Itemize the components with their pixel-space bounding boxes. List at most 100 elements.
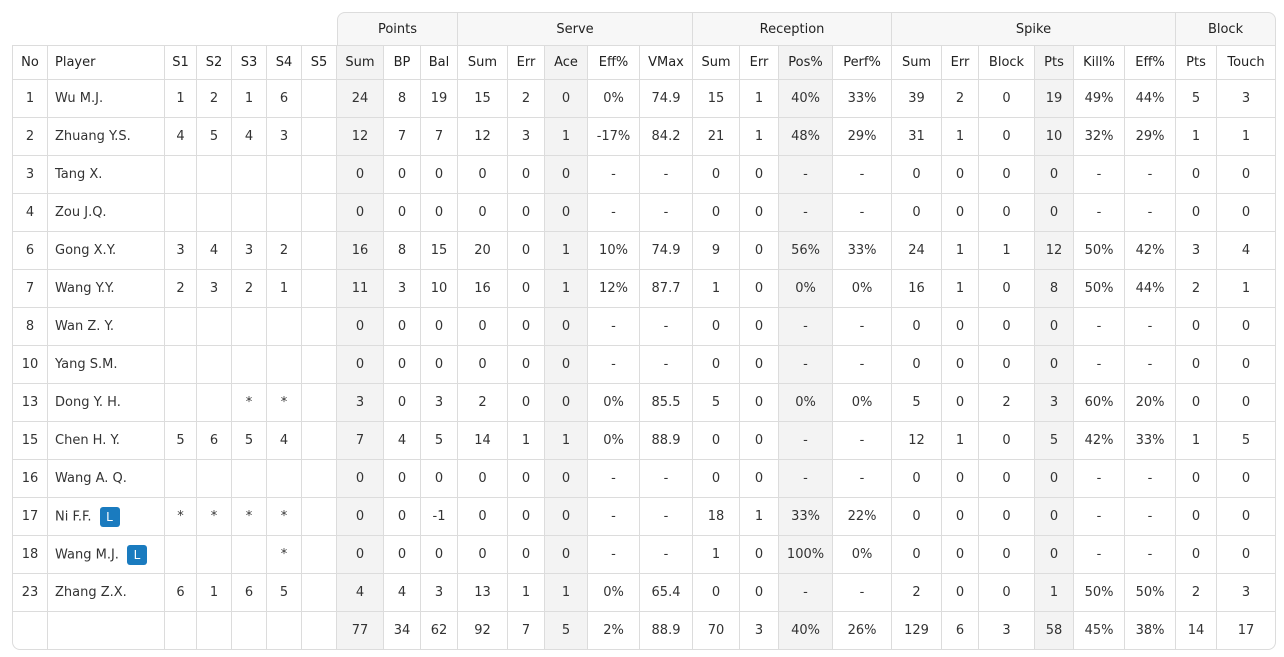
cell-value: 0 <box>754 433 764 448</box>
cell: 0 <box>384 498 421 536</box>
cell: 0 <box>979 156 1036 194</box>
cell-value: 31 <box>908 129 925 144</box>
cell <box>197 612 232 650</box>
player-name: Ni F.F. <box>55 509 92 524</box>
cell-value: 0 <box>561 91 571 106</box>
cell <box>232 156 267 194</box>
cell: 6 <box>267 80 302 118</box>
cell: 4 <box>1217 232 1277 270</box>
cell <box>302 346 337 384</box>
cell: 0 <box>740 232 780 270</box>
cell-value: 0 <box>1191 509 1201 524</box>
cell-value: 3 <box>279 129 289 144</box>
cell-value: - <box>663 319 669 334</box>
cell-value: 0 <box>955 585 965 600</box>
cell-value: 7 <box>397 129 407 144</box>
cell-value: 12 <box>474 129 491 144</box>
cell-value: 0 <box>955 395 965 410</box>
cell-value: * <box>280 395 288 410</box>
cell-value: 1 <box>754 509 764 524</box>
cell: 4 <box>384 574 421 612</box>
cell-value: 0 <box>397 205 407 220</box>
cell: 0 <box>1035 194 1075 232</box>
cell-value: 8 <box>1049 281 1059 296</box>
cell <box>267 156 302 194</box>
cell: -1 <box>421 498 458 536</box>
cell-value: 23 <box>21 585 39 600</box>
blank-header <box>302 12 337 46</box>
cell: 0 <box>458 536 508 574</box>
cell <box>232 460 267 498</box>
cell: 2 <box>267 232 302 270</box>
cell: 1 <box>165 80 197 118</box>
cell-value: 0 <box>955 319 965 334</box>
cell-value: 1 <box>244 91 254 106</box>
cell-value: 74.9 <box>651 91 681 106</box>
cell: 9 <box>693 232 741 270</box>
cell-value: * <box>280 547 288 562</box>
cell: 2 <box>1176 574 1218 612</box>
cell: Wang M.J. L <box>48 536 165 574</box>
cell: 6 <box>942 612 980 650</box>
cell-value: - <box>663 357 669 372</box>
cell <box>197 346 232 384</box>
cell: 0 <box>1217 498 1277 536</box>
cell-value: 0 <box>1241 167 1251 182</box>
cell: 3 <box>165 232 197 270</box>
cell-value: - <box>803 585 808 600</box>
cell: - <box>779 346 834 384</box>
cell-value: 2 <box>279 243 289 258</box>
cell-value: 5 <box>1191 91 1201 106</box>
cell: 19 <box>1035 80 1075 118</box>
cell: 20 <box>458 232 508 270</box>
cell-value: 50% <box>1084 243 1114 258</box>
cell: 22% <box>833 498 893 536</box>
cell: 0 <box>942 384 980 422</box>
column-header: Sum <box>337 46 384 80</box>
cell-value: 3 <box>1002 623 1011 638</box>
cell-value: 0 <box>521 205 531 220</box>
cell-value: 3 <box>25 167 35 182</box>
cell: 5 <box>421 422 458 460</box>
cell-value: - <box>663 547 669 562</box>
cell-value: 4 <box>209 243 219 258</box>
player-row: 8 Wan Z. Y. 0 0 0 0 0 0 - - 0 0 - - 0 0 0 0 - - 0 0 <box>12 308 1277 346</box>
cell-value: 0 <box>478 167 487 182</box>
cell-value: 0 <box>955 471 965 486</box>
cell: 0 <box>942 536 980 574</box>
cell-value: 3 <box>1241 91 1251 106</box>
column-header: Bal <box>421 46 458 80</box>
cell: 84.2 <box>640 118 694 156</box>
cell: 1 <box>1176 422 1218 460</box>
cell-value: 0 <box>754 357 764 372</box>
cell-value: - <box>1147 205 1153 220</box>
cell-value: 0% <box>851 281 873 296</box>
cell <box>165 612 197 650</box>
cell-value: * <box>245 395 253 410</box>
cell-value: 62 <box>430 623 448 638</box>
cell-value: - <box>1096 471 1102 486</box>
cell: Ni F.F. L <box>48 498 165 536</box>
cell-value: 0 <box>521 471 531 486</box>
cell-value: - <box>1096 509 1102 524</box>
cell: 0 <box>1217 460 1277 498</box>
cell-value: - <box>1147 547 1153 562</box>
cell-value: 15 <box>430 243 448 258</box>
cell: - <box>1125 346 1177 384</box>
cell-value: - <box>1147 509 1153 524</box>
cell: 0 <box>740 194 780 232</box>
cell-value: 17 <box>1237 623 1255 638</box>
cell-value: 20% <box>1135 395 1165 410</box>
cell-value: 1 <box>1241 281 1251 296</box>
cell: 33% <box>779 498 834 536</box>
cell: 0 <box>693 194 741 232</box>
cell: - <box>588 346 640 384</box>
cell-value: 9 <box>711 243 721 258</box>
cell: 88.9 <box>640 612 694 650</box>
cell: 2 <box>458 384 508 422</box>
player-row: 1 Wu M.J. 1 2 1 6 24 8 19 15 2 0 0% 74.9 15 1 40% 33% 39 2 0… <box>12 80 1277 118</box>
libero-badge: L <box>126 544 147 565</box>
cell-value: 0 <box>1241 509 1251 524</box>
cell-value: - <box>859 167 865 182</box>
cell-value: 10 <box>430 281 448 296</box>
